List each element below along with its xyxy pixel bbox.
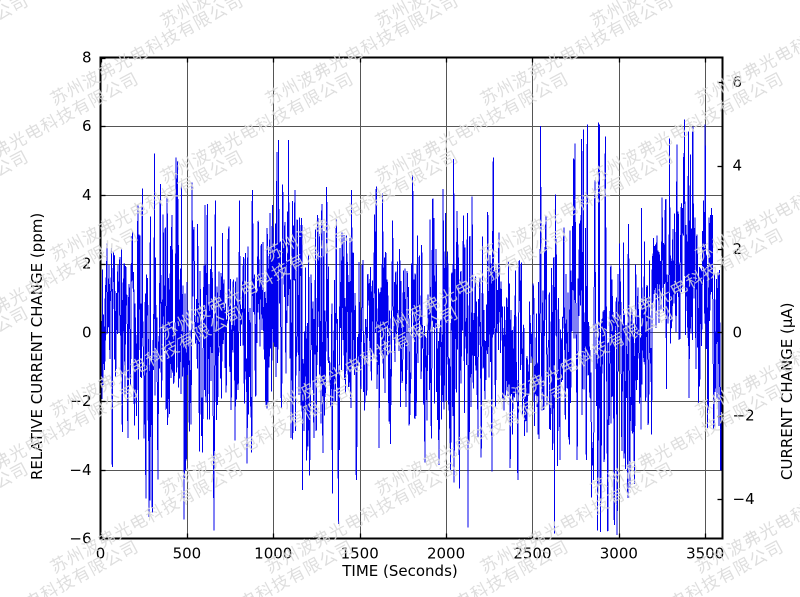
y-tick-label-right: 4	[733, 157, 743, 175]
y-tick-label-right: −2	[733, 407, 755, 425]
y-tick-label-left: −2	[69, 392, 91, 410]
series-line-relative-current-change	[100, 119, 723, 536]
plot-frame	[99, 56, 724, 540]
y-tick-label-left: 0	[82, 323, 92, 341]
y-tick-label-left: −6	[69, 530, 91, 548]
y-tick-label-right: 0	[733, 323, 743, 341]
x-tick-label: 2500	[513, 545, 551, 563]
x-tick-label: 500	[173, 545, 202, 563]
axis-tick-labels: 0 500 1000 1500 2000 2500 3000 3500 −6 −4 −2 0 2 4 6 8 −…	[69, 49, 754, 563]
x-tick-label: 0	[96, 545, 106, 563]
x-tick-label: 3000	[600, 545, 638, 563]
y-axis-label-right: CURRENT CHANGE (µA)	[778, 302, 796, 480]
data-series-line	[100, 119, 723, 536]
y-tick-label-right: 2	[733, 240, 743, 258]
y-tick-label-left: 4	[82, 186, 92, 204]
y-tick-label-right: −4	[733, 490, 755, 508]
x-tick-label: 1000	[254, 545, 292, 563]
y-tick-label-left: 2	[82, 255, 92, 273]
x-tick-label: 1500	[341, 545, 379, 563]
y-tick-label-left: 6	[82, 117, 92, 135]
y-tick-label-right: 6	[733, 73, 743, 91]
x-axis-label: TIME (Seconds)	[342, 562, 458, 580]
y-tick-label-left: −4	[69, 461, 91, 479]
y-tick-label-left: 8	[82, 49, 92, 67]
x-tick-label: 2000	[427, 545, 465, 563]
y-axis-label-left: RELATIVE CURRENT CHANGE (ppm)	[28, 212, 46, 480]
x-tick-label: 3500	[686, 545, 724, 563]
